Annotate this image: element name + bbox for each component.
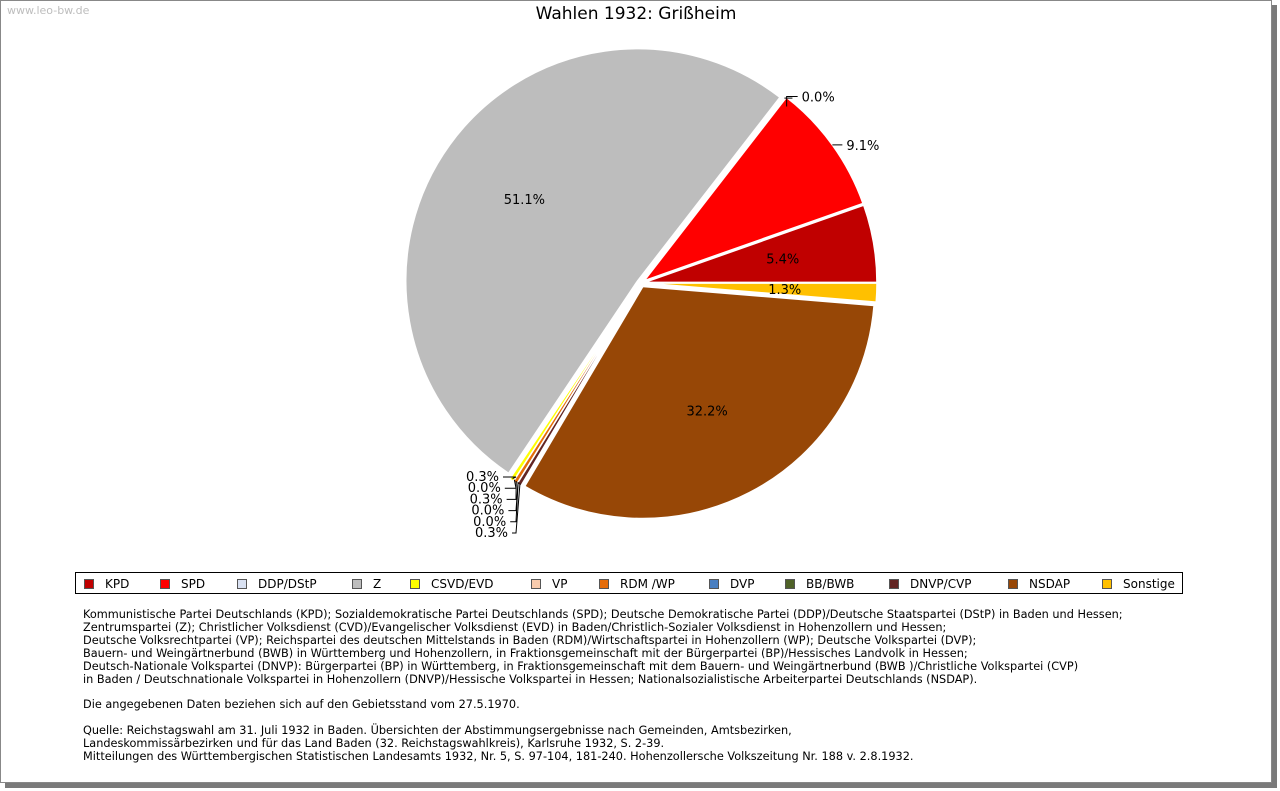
legend-label: CSVD/EVD	[431, 577, 494, 591]
pie-label-z: 51.1%	[504, 193, 545, 208]
chart-title: Wahlen 1932: Grißheim	[535, 4, 737, 24]
legend-label: KPD	[105, 577, 130, 591]
legend-swatch	[160, 579, 170, 589]
legend-item-csvd-evd: CSVD/EVD	[410, 577, 494, 591]
territory-note: Die angegebenen Daten beziehen sich auf …	[83, 698, 520, 712]
legend-swatch	[1102, 579, 1112, 589]
legend-swatch	[1008, 579, 1018, 589]
pie-chart: 5.4%9.1%0.0%51.1%32.2%1.3%0.3%0.0%0.3%0.…	[405, 47, 879, 541]
watermark: www.leo-bw.de	[7, 4, 90, 17]
leader-line	[512, 483, 521, 534]
legend: KPD SPD DDP/DStP Z CSVD/EVD VP RDM /WP D…	[75, 572, 1183, 594]
pie-label-nsdap: 32.2%	[686, 405, 727, 420]
legend-label: NSDAP	[1029, 577, 1071, 591]
pie-slice-sonstige	[644, 282, 878, 303]
legend-label: DVP	[730, 577, 755, 591]
legend-label: SPD	[181, 577, 206, 591]
pie-label-spd: 9.1%	[846, 139, 879, 154]
legend-swatch	[237, 579, 247, 589]
party-note: in Baden / Deutschnationale Volkspartei …	[83, 672, 978, 686]
legend-label: Z	[373, 577, 382, 591]
pie-label-csvd-evd: 0.3%	[466, 470, 499, 485]
legend-item-rdm-wp: RDM /WP	[599, 577, 675, 591]
legend-swatch	[709, 579, 719, 589]
pie-slice-nsdap	[523, 285, 875, 520]
party-note: Kommunistische Partei Deutschlands (KPD)…	[83, 608, 1123, 621]
pie-label-kpd: 5.4%	[766, 253, 799, 268]
pie-label-dnvp-cvp: 0.3%	[475, 526, 508, 541]
legend-item-sonstige: Sonstige	[1102, 577, 1175, 591]
legend-item-dvp: DVP	[709, 577, 754, 591]
source-note: Mitteilungen des Württembergischen Stati…	[83, 749, 914, 763]
legend-item-bb-bwb: BB/BWB	[785, 577, 854, 591]
legend-item-vp: VP	[531, 577, 567, 591]
legend-item-ddp-dstp: DDP/DStP	[237, 577, 317, 591]
legend-swatch	[410, 579, 420, 589]
legend-item-spd: SPD	[160, 577, 205, 591]
pie-label-dvp: 0.0%	[471, 504, 504, 519]
pie-slice-kpd	[644, 204, 878, 284]
leader-line	[503, 476, 517, 480]
pie-label-sonstige: 1.3%	[768, 283, 801, 298]
source-note: Quelle: Reichstagswahl am 31. Juli 1932 …	[83, 724, 792, 738]
legend-label: DDP/DStP	[258, 577, 317, 591]
legend-label: RDM /WP	[620, 577, 675, 591]
leader-line	[786, 96, 798, 107]
legend-item-z: Z	[352, 577, 381, 591]
pie-slice-z	[405, 47, 782, 475]
legend-label: Sonstige	[1123, 577, 1175, 591]
legend-swatch	[785, 579, 795, 589]
pie-slice-spd	[642, 96, 864, 283]
leader-line	[504, 479, 517, 489]
leader-line	[506, 480, 517, 500]
pie-label-vp: 0.0%	[468, 481, 501, 496]
legend-swatch	[352, 579, 362, 589]
source-note: Landeskommissärbezirken und für das Land…	[83, 737, 665, 751]
legend-label: DNVP/CVP	[910, 577, 972, 591]
party-note: Deutsche Volksrechtpartei (VP); Reichspa…	[83, 633, 977, 647]
legend-swatch	[84, 579, 94, 589]
legend-item-nsdap: NSDAP	[1008, 577, 1070, 591]
pie-label-bb-bwb: 0.0%	[473, 515, 506, 530]
legend-swatch	[599, 579, 609, 589]
pie-slice-dnvp-cvp	[516, 286, 640, 488]
legend-item-kpd: KPD	[84, 577, 129, 591]
pie-label-ddp-dstp: 0.0%	[802, 91, 835, 106]
pie-label-rdm-wp: 0.3%	[470, 492, 503, 507]
party-note: Deutsch-Nationale Volkspartei (DNVP): Bü…	[83, 659, 1079, 673]
notes: Kommunistische Partei Deutschlands (KPD)…	[83, 608, 1263, 764]
party-note: Zentrumspartei (Z); Christlicher Volksdi…	[83, 620, 947, 634]
legend-label: VP	[552, 577, 568, 591]
legend-item-dnvp-cvp: DNVP/CVP	[889, 577, 972, 591]
legend-swatch	[889, 579, 899, 589]
leader-line	[510, 482, 519, 523]
party-note: Bauern- und Weingärtnerbund (BWB) in Wür…	[83, 646, 968, 660]
legend-swatch	[531, 579, 541, 589]
legend-label: BB/BWB	[806, 577, 855, 591]
